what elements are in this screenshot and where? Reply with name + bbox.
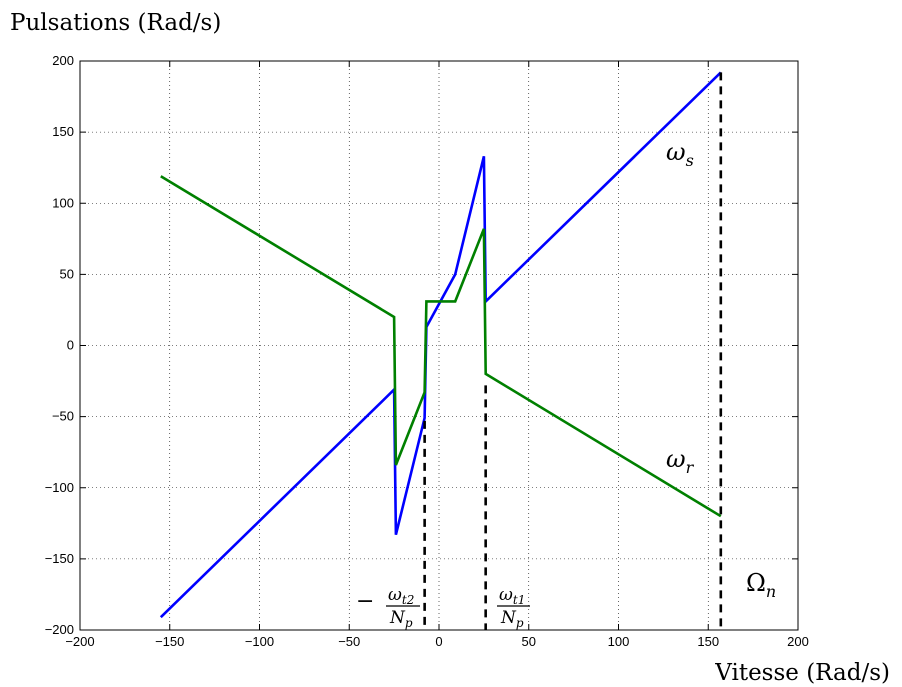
- t2-den-sub: p: [405, 616, 413, 630]
- marker-lines: [423, 72, 723, 630]
- x-axis-title: Vitesse (Rad/s): [714, 660, 890, 686]
- x-tick-label: 150: [697, 634, 719, 649]
- minus-sign: −: [356, 589, 374, 614]
- y-tick-label: −200: [45, 622, 74, 637]
- fraction-t2-numerator: ωt2: [388, 585, 414, 607]
- x-tick-label: 100: [608, 634, 630, 649]
- t1-den-base: N: [500, 608, 517, 628]
- fraction-t1-numerator: ωt1: [499, 585, 525, 607]
- y-tick-label: 50: [60, 266, 74, 281]
- y-tick-label: 0: [67, 338, 74, 353]
- fraction-t2-denominator: Np: [389, 608, 413, 630]
- omega-r-sub: r: [686, 458, 695, 477]
- x-tick-label: −150: [155, 634, 184, 649]
- y-tick-label: −100: [45, 480, 74, 495]
- annotation-omega-t2-over-np: − ωt2 Np: [356, 585, 420, 630]
- x-tick-label: 0: [435, 634, 442, 649]
- omega-n-base: Ω: [746, 569, 766, 597]
- t2-num-base: ω: [388, 585, 402, 605]
- omega-s-base: ω: [666, 138, 686, 166]
- t1-num-sub: t1: [513, 593, 525, 607]
- omega-s-sub: s: [686, 151, 694, 170]
- t2-den-base: N: [389, 608, 406, 628]
- annotation-omega-t1-over-np: ωt1 Np: [497, 585, 530, 630]
- y-tick-label: 200: [52, 53, 74, 68]
- x-tick-label: −50: [338, 634, 360, 649]
- series-layer: [159, 71, 722, 619]
- y-tick-label: 100: [52, 195, 74, 210]
- grid: [80, 61, 798, 630]
- t2-num-sub: t2: [402, 593, 414, 607]
- y-tick-label: 150: [52, 124, 74, 139]
- ticks: −200 −150 −100 −50 0 50 100 150 200−200−150−100−…: [45, 53, 809, 649]
- t1-num-base: ω: [499, 585, 513, 605]
- annotation-omega-n: Ωn: [746, 569, 776, 601]
- x-tick-label: 50: [522, 634, 536, 649]
- x-tick-label: −100: [245, 634, 274, 649]
- series-label-omega-s: ωs: [666, 138, 694, 170]
- omega-n-sub: n: [766, 582, 776, 601]
- t1-den-sub: p: [516, 616, 524, 630]
- series-label-omega-r: ωr: [666, 445, 695, 477]
- x-tick-label: −200: [65, 634, 94, 649]
- omega-r-base: ω: [666, 445, 686, 473]
- series-line-omega-r: [160, 175, 722, 518]
- y-tick-label: −150: [45, 551, 74, 566]
- x-tick-label: 200: [787, 634, 809, 649]
- fraction-t1-denominator: Np: [500, 608, 524, 630]
- y-tick-label: −50: [52, 409, 74, 424]
- y-axis-title: Pulsations (Rad/s): [10, 10, 221, 36]
